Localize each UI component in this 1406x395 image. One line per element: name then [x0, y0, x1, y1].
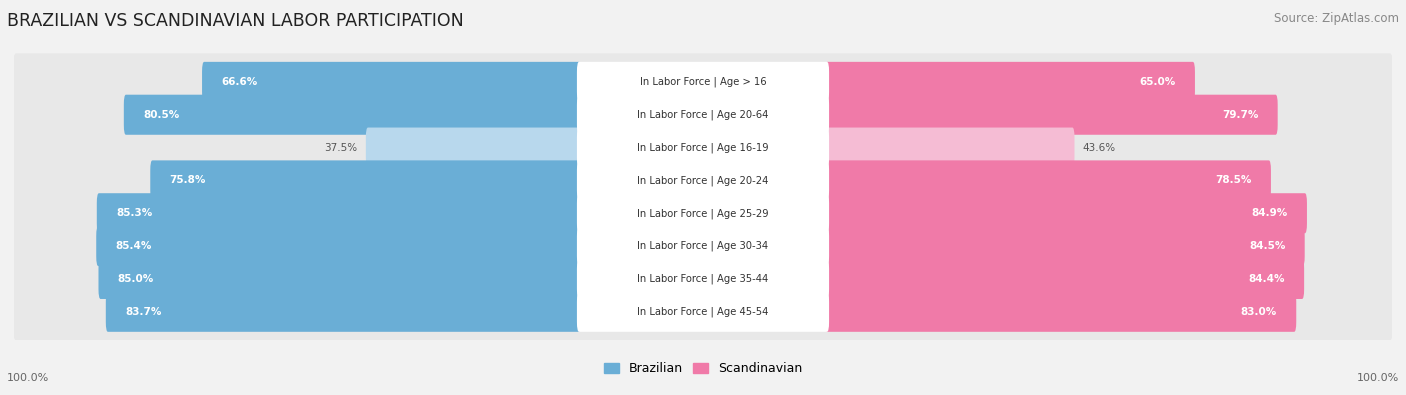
FancyBboxPatch shape [13, 250, 1393, 308]
FancyBboxPatch shape [576, 193, 830, 233]
FancyBboxPatch shape [825, 193, 1308, 233]
FancyBboxPatch shape [576, 226, 830, 266]
Text: In Labor Force | Age 45-54: In Labor Force | Age 45-54 [637, 307, 769, 317]
FancyBboxPatch shape [825, 95, 1278, 135]
FancyBboxPatch shape [202, 62, 581, 102]
Text: 79.7%: 79.7% [1222, 110, 1258, 120]
FancyBboxPatch shape [825, 226, 1305, 266]
Legend: Brazilian, Scandinavian: Brazilian, Scandinavian [599, 357, 807, 380]
FancyBboxPatch shape [576, 259, 830, 299]
FancyBboxPatch shape [13, 53, 1393, 111]
Text: In Labor Force | Age 35-44: In Labor Force | Age 35-44 [637, 274, 769, 284]
Text: 83.7%: 83.7% [125, 307, 162, 317]
FancyBboxPatch shape [124, 95, 581, 135]
FancyBboxPatch shape [13, 152, 1393, 209]
FancyBboxPatch shape [13, 86, 1393, 143]
Text: 65.0%: 65.0% [1139, 77, 1175, 87]
FancyBboxPatch shape [150, 160, 581, 200]
FancyBboxPatch shape [105, 292, 581, 332]
FancyBboxPatch shape [825, 292, 1296, 332]
Text: 80.5%: 80.5% [143, 110, 180, 120]
FancyBboxPatch shape [13, 218, 1393, 275]
Text: In Labor Force | Age 20-64: In Labor Force | Age 20-64 [637, 109, 769, 120]
FancyBboxPatch shape [576, 62, 830, 102]
FancyBboxPatch shape [825, 160, 1271, 200]
Text: 84.4%: 84.4% [1249, 274, 1285, 284]
FancyBboxPatch shape [576, 292, 830, 332]
FancyBboxPatch shape [98, 259, 581, 299]
Text: 85.3%: 85.3% [117, 208, 152, 218]
Text: In Labor Force | Age 20-24: In Labor Force | Age 20-24 [637, 175, 769, 186]
FancyBboxPatch shape [825, 128, 1074, 167]
Text: 75.8%: 75.8% [170, 175, 205, 185]
Text: 85.0%: 85.0% [118, 274, 155, 284]
Text: Source: ZipAtlas.com: Source: ZipAtlas.com [1274, 12, 1399, 25]
Text: 37.5%: 37.5% [325, 143, 357, 152]
Text: 83.0%: 83.0% [1240, 307, 1277, 317]
Text: In Labor Force | Age 16-19: In Labor Force | Age 16-19 [637, 142, 769, 153]
Text: 85.4%: 85.4% [115, 241, 152, 251]
FancyBboxPatch shape [13, 119, 1393, 176]
FancyBboxPatch shape [96, 226, 581, 266]
Text: In Labor Force | Age 25-29: In Labor Force | Age 25-29 [637, 208, 769, 218]
Text: 43.6%: 43.6% [1083, 143, 1116, 152]
Text: 84.9%: 84.9% [1251, 208, 1288, 218]
Text: 84.5%: 84.5% [1249, 241, 1285, 251]
FancyBboxPatch shape [576, 160, 830, 200]
Text: 100.0%: 100.0% [7, 373, 49, 383]
FancyBboxPatch shape [13, 185, 1393, 242]
Text: BRAZILIAN VS SCANDINAVIAN LABOR PARTICIPATION: BRAZILIAN VS SCANDINAVIAN LABOR PARTICIP… [7, 12, 464, 30]
Text: 66.6%: 66.6% [221, 77, 257, 87]
Text: 100.0%: 100.0% [1357, 373, 1399, 383]
FancyBboxPatch shape [825, 62, 1195, 102]
Text: 78.5%: 78.5% [1215, 175, 1251, 185]
Text: In Labor Force | Age > 16: In Labor Force | Age > 16 [640, 77, 766, 87]
FancyBboxPatch shape [366, 128, 581, 167]
FancyBboxPatch shape [13, 283, 1393, 340]
Text: In Labor Force | Age 30-34: In Labor Force | Age 30-34 [637, 241, 769, 251]
FancyBboxPatch shape [97, 193, 581, 233]
FancyBboxPatch shape [576, 95, 830, 135]
FancyBboxPatch shape [825, 259, 1305, 299]
FancyBboxPatch shape [576, 128, 830, 167]
